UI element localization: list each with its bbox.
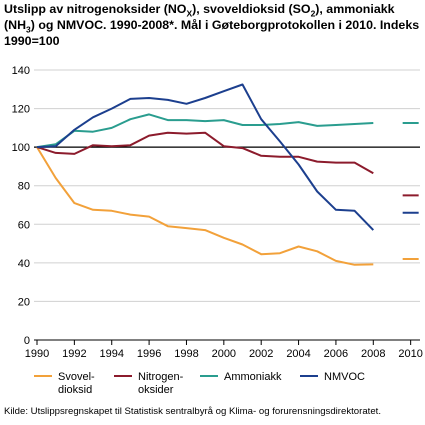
title-text: ) og NMVOC. 1990-2008*. Mål i Gøteborgpr… [4, 18, 420, 48]
x-axis: 1990 1992 1994 1996 1998 2000 2002 2004 2006 2008… [25, 339, 423, 360]
y-tick-label: 100 [12, 142, 30, 154]
y-axis-tick-labels: 0 20 40 60 80 100 120 140 [12, 65, 30, 347]
x-tick-label: 2000 [212, 348, 236, 360]
y-tick-label: 120 [12, 104, 30, 116]
y-tick-label: 60 [18, 219, 30, 231]
legend-label-0: dioksid [58, 384, 92, 396]
x-tick-label: 1998 [174, 348, 198, 360]
title-subscript: 2 [310, 8, 316, 19]
series-line-2 [36, 113, 374, 149]
x-tick-label: 2002 [249, 348, 273, 360]
target-2010-markers [402, 122, 419, 260]
x-tick-label: 2004 [286, 348, 310, 360]
series-line-0 [36, 146, 374, 266]
x-tick-label: 1992 [62, 348, 86, 360]
y-tick-label: 20 [18, 296, 30, 308]
title-text: Utslipp av nitrogenoksider (NO [4, 2, 187, 16]
title-subscript: 3 [26, 24, 31, 35]
title-text: ), svoveldioksid (SO [192, 2, 311, 16]
x-tick-label: 2006 [324, 348, 348, 360]
title-subscript: X [186, 8, 193, 19]
x-tick-label: 2010 [398, 348, 422, 360]
data-series [36, 83, 375, 266]
chart-title: Utslipp av nitrogenoksider (NOX), svovel… [4, 1, 422, 49]
y-tick-label: 80 [18, 181, 30, 193]
legend-label-2: Ammoniakk [224, 371, 282, 383]
legend-label-3: NMVOC [324, 371, 365, 383]
x-tick-label: 1996 [137, 348, 161, 360]
source-note: Kilde: Utslippsregnskapet til Statistisk… [4, 406, 381, 417]
legend: Svovel-dioksid Nitrogen-oksider Ammoniakk N… [34, 371, 365, 396]
series-line-3 [36, 83, 375, 231]
series-line-1 [36, 131, 374, 175]
legend-label-0: Svovel- [58, 371, 95, 383]
x-tick-label: 1990 [25, 348, 49, 360]
x-tick-label: 1994 [99, 348, 123, 360]
legend-label-1: oksider [138, 384, 174, 396]
legend-label-1: Nitrogen- [138, 371, 184, 383]
y-tick-label: 0 [24, 335, 30, 347]
title-text: ), ammoniakk (NH [4, 2, 395, 32]
y-tick-label: 140 [12, 65, 30, 77]
grid-lines [34, 69, 420, 302]
x-tick-label: 2008 [361, 348, 385, 360]
y-tick-label: 40 [18, 258, 30, 270]
